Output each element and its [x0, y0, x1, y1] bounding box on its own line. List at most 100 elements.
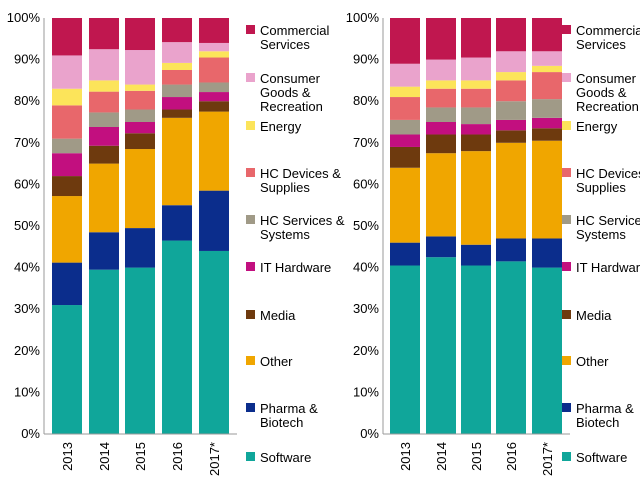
legend-swatch: [562, 73, 571, 82]
y-tick-label: 90%: [14, 52, 40, 67]
bar-segment: [52, 262, 82, 306]
bar-segment: [199, 101, 229, 112]
bar-segment: [532, 72, 562, 100]
legend-label: Software: [260, 450, 311, 465]
bar-segment: [461, 265, 491, 434]
x-tick-label: 2015: [469, 442, 484, 471]
bar-segment: [390, 146, 420, 168]
bar-segment: [496, 238, 526, 262]
bar-segment: [162, 240, 192, 434]
bar-segment: [89, 112, 119, 127]
legend-label: Commercial Services: [260, 23, 329, 52]
y-tick-label: 10%: [14, 384, 40, 399]
legend-swatch: [246, 452, 255, 461]
bar-segment: [199, 92, 229, 102]
chart-panel-2: 0% 10% 20% 30% 40% 50% 60% 70% 80% 90% 100% 2013 201…: [346, 10, 640, 476]
y-tick-label: 80%: [353, 93, 379, 108]
bar-segment: [89, 269, 119, 434]
bar-segment: [532, 99, 562, 118]
y-tick-label: 60%: [14, 176, 40, 191]
legend-label: Software: [576, 450, 627, 465]
bar-segment: [426, 257, 456, 434]
legend-label: Other: [260, 354, 293, 369]
bar-segment: [532, 117, 562, 129]
bar-segment: [496, 119, 526, 131]
bar-segment: [461, 124, 491, 135]
bar-segment: [125, 133, 155, 150]
x-tick-label: 2014: [434, 442, 449, 471]
bar-segment: [496, 261, 526, 434]
bar-segment: [89, 80, 119, 92]
bar-segment: [532, 65, 562, 73]
legend-swatch: [562, 452, 571, 461]
bar-segment: [125, 109, 155, 122]
bar-segment: [461, 107, 491, 125]
bar-segment: [125, 228, 155, 268]
bar-segment: [162, 117, 192, 206]
bar-segment: [390, 97, 420, 120]
y-tick-label: 60%: [353, 176, 379, 191]
legend-swatch: [562, 356, 571, 365]
legend-label: Pharma & Biotech: [576, 401, 634, 430]
bar-segment: [390, 119, 420, 135]
bar-segment: [125, 149, 155, 229]
legend-swatch: [246, 168, 255, 177]
legend-label: Pharma & Biotech: [260, 401, 318, 430]
bar-segment: [52, 105, 82, 139]
bar-segment: [52, 196, 82, 263]
bar-segment: [390, 265, 420, 434]
bar-segment: [426, 236, 456, 258]
x-tick-label: 2013: [398, 442, 413, 471]
bar-segment: [461, 57, 491, 81]
bar-segment: [496, 130, 526, 143]
legend: Commercial Services Consumer Goods & Recreat…: [246, 23, 345, 465]
y-tick-label: 90%: [353, 52, 379, 67]
legend-swatch: [562, 310, 571, 319]
bar-segment: [162, 18, 192, 43]
y-tick-label: 30%: [353, 301, 379, 316]
legend-label: Media: [576, 308, 612, 323]
legend-label: Energy: [260, 119, 302, 134]
y-tick-label: 50%: [14, 218, 40, 233]
bar-segment: [52, 18, 82, 56]
x-tick-label: 2017*: [540, 442, 555, 476]
bar-segment: [162, 70, 192, 85]
bar-segment: [199, 57, 229, 83]
bar-segment: [52, 138, 82, 154]
bar-segment: [199, 190, 229, 251]
bar-segment: [532, 128, 562, 141]
bar-segment: [52, 88, 82, 106]
bar-segment: [52, 153, 82, 177]
bar-segment: [390, 86, 420, 98]
bar-segment: [426, 18, 456, 60]
bar-segment: [89, 18, 119, 50]
legend-swatch: [246, 121, 255, 130]
y-tick-label: 50%: [353, 218, 379, 233]
bar-segment: [532, 140, 562, 239]
bar-segment: [89, 49, 119, 81]
bar-segment: [162, 205, 192, 241]
bar-segment: [496, 18, 526, 52]
bar-segment: [89, 145, 119, 164]
y-tick-label: 10%: [353, 384, 379, 399]
bar-segment: [199, 111, 229, 191]
legend-label: HC Devices &Supplies: [576, 166, 640, 195]
legend-swatch: [246, 403, 255, 412]
legend-swatch: [562, 168, 571, 177]
bar-segment: [496, 101, 526, 120]
bar-segment: [461, 151, 491, 245]
legend-swatch: [246, 25, 255, 34]
bar-segment: [426, 59, 456, 81]
bar-segment: [199, 250, 229, 434]
bar-segment: [390, 63, 420, 87]
bar-segment: [496, 72, 526, 81]
bar-segment: [89, 232, 119, 270]
x-tick-label: 2015: [133, 442, 148, 471]
bar-segment: [426, 153, 456, 237]
legend-swatch: [562, 25, 571, 34]
bar-segment: [461, 134, 491, 152]
legend-label: HC Devices &Supplies: [260, 166, 341, 195]
legend-label: Commercial Services: [576, 23, 640, 52]
